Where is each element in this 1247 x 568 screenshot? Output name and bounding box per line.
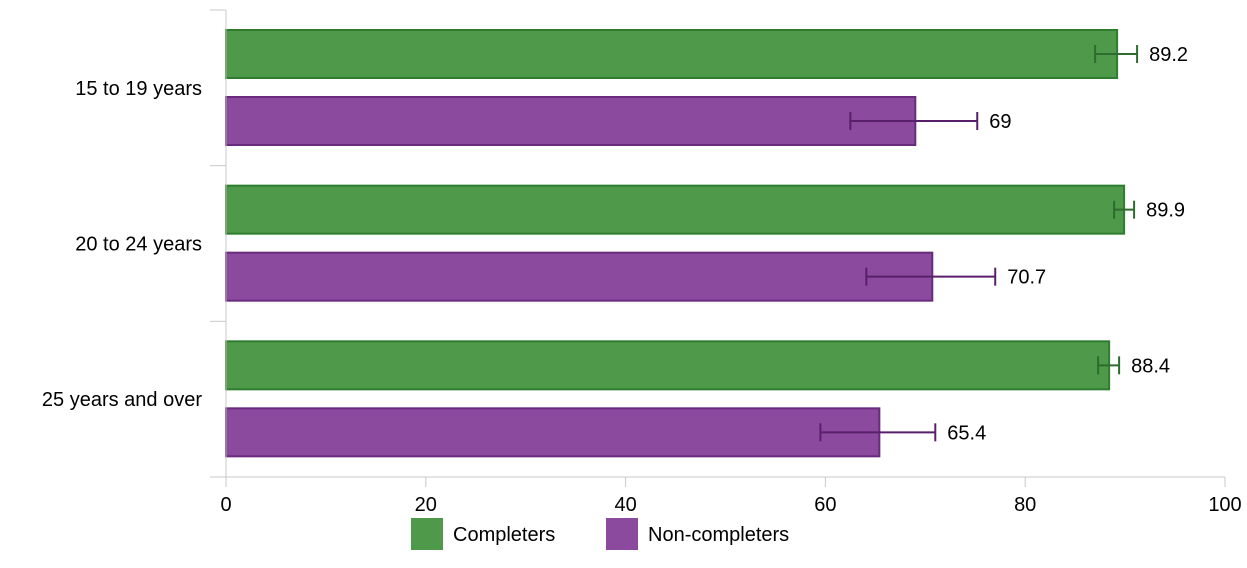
data-label: 89.2 [1149,44,1188,66]
legend: Completers Non-completers [411,518,789,550]
data-label: 69 [989,111,1011,133]
x-tick-label: 40 [614,494,636,516]
x-tick-label: 60 [814,494,836,516]
legend-label: Completers [453,524,555,546]
data-label: 89.9 [1146,200,1185,222]
legend-swatch-completers [411,518,443,550]
data-label: 70.7 [1007,267,1046,289]
data-label: 65.4 [947,422,986,444]
category-label: 15 to 19 years [75,78,202,100]
legend-swatch-non-completers [606,518,638,550]
legend-label: Non-completers [648,524,789,546]
x-tick-label: 80 [1014,494,1036,516]
bar-non-completers [225,407,881,458]
category-label: 20 to 24 years [75,234,202,256]
bar-non-completers [225,96,917,146]
bar-completers [225,184,1126,235]
bar-non-completers [225,251,934,302]
axes: 0 20 40 60 80 100 15 to 19 years 20 to 24 years… [42,9,1242,516]
category-label: 25 years and over [42,389,202,411]
x-tick-label: 20 [415,494,437,516]
bar-completers [225,340,1111,391]
data-label: 88.4 [1131,355,1170,377]
bar-completers [225,29,1119,79]
x-tick-label: 0 [220,494,231,516]
x-tick-label: 100 [1208,494,1241,516]
plot-area: 89.2 69 89.9 70.7 88.4 65.4 [225,29,1188,458]
